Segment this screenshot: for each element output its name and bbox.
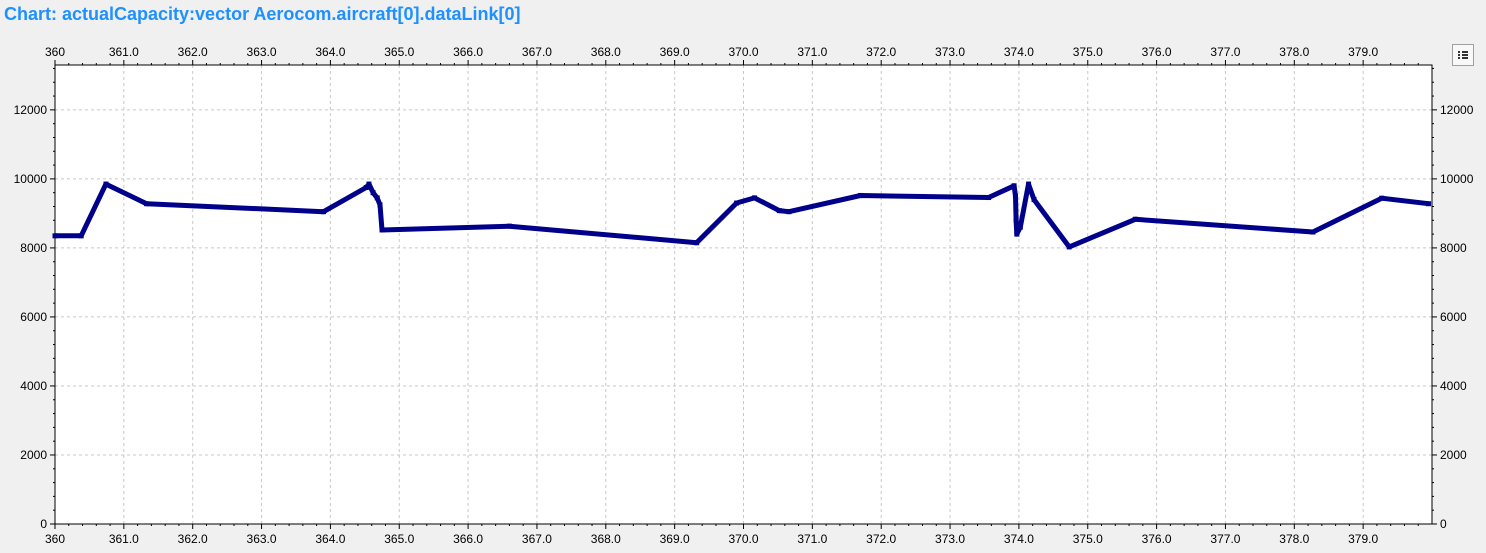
legend-list-icon xyxy=(1458,51,1468,59)
x-tick-label-bottom: 368.0 xyxy=(591,532,621,546)
data-point xyxy=(1014,231,1020,237)
data-point xyxy=(103,181,109,187)
legend-toggle-button[interactable] xyxy=(1452,44,1474,66)
x-tick-label-bottom: 360 xyxy=(45,532,65,546)
x-tick-label-top: 364.0 xyxy=(315,45,345,59)
x-tick-label-top: 362.0 xyxy=(178,45,208,59)
data-point xyxy=(144,201,150,207)
data-point xyxy=(366,181,372,187)
x-tick-label-bottom: 378.0 xyxy=(1279,532,1309,546)
data-point xyxy=(1017,224,1023,230)
data-point xyxy=(858,192,864,198)
series-layer xyxy=(52,181,1432,250)
data-point xyxy=(1066,244,1072,250)
y-tick-label-left: 6000 xyxy=(20,310,47,324)
x-tick-label-top: 378.0 xyxy=(1279,45,1309,59)
x-tick-label-bottom: 362.0 xyxy=(178,532,208,546)
x-tick-label-top: 369.0 xyxy=(660,45,690,59)
data-point xyxy=(1379,195,1385,201)
y-tick-label-right: 0 xyxy=(1440,517,1447,531)
x-tick-label-bottom: 377.0 xyxy=(1210,532,1240,546)
x-tick-label-bottom: 375.0 xyxy=(1073,532,1103,546)
x-tick-label-top: 371.0 xyxy=(797,45,827,59)
x-tick-label-top: 363.0 xyxy=(247,45,277,59)
x-tick-label-top: 365.0 xyxy=(384,45,414,59)
data-point xyxy=(986,195,992,201)
y-tick-label-left: 8000 xyxy=(20,241,47,255)
x-tick-label-bottom: 365.0 xyxy=(384,532,414,546)
data-point xyxy=(776,208,782,214)
x-tick-label-top: 376.0 xyxy=(1142,45,1172,59)
x-tick-label-bottom: 372.0 xyxy=(866,532,896,546)
data-point xyxy=(506,223,512,229)
data-point xyxy=(1012,193,1018,199)
x-tick-label-top: 370.0 xyxy=(728,45,758,59)
x-tick-label-bottom: 379.0 xyxy=(1348,532,1378,546)
data-point xyxy=(1310,229,1316,235)
data-point xyxy=(734,200,740,206)
x-tick-label-bottom: 361.0 xyxy=(109,532,139,546)
grid-lines xyxy=(55,65,1432,524)
x-tick-label-bottom: 376.0 xyxy=(1142,532,1172,546)
y-tick-label-right: 2000 xyxy=(1440,448,1467,462)
y-tick-label-right: 12000 xyxy=(1440,103,1474,117)
x-tick-label-top: 368.0 xyxy=(591,45,621,59)
x-tick-label-bottom: 374.0 xyxy=(1004,532,1034,546)
data-point xyxy=(377,202,383,208)
y-tick-label-left: 0 xyxy=(40,517,47,531)
y-tick-label-right: 4000 xyxy=(1440,379,1467,393)
x-tick-label-top: 361.0 xyxy=(109,45,139,59)
x-tick-label-top: 367.0 xyxy=(522,45,552,59)
x-tick-label-bottom: 369.0 xyxy=(660,532,690,546)
data-point xyxy=(1011,183,1017,189)
data-point xyxy=(1426,201,1432,207)
y-tick-label-right: 10000 xyxy=(1440,172,1474,186)
x-tick-label-bottom: 370.0 xyxy=(728,532,758,546)
data-point xyxy=(363,185,369,191)
x-tick-label-bottom: 363.0 xyxy=(247,532,277,546)
y-tick-label-left: 12000 xyxy=(14,103,48,117)
x-tick-label-top: 379.0 xyxy=(1348,45,1378,59)
data-point xyxy=(1013,217,1019,223)
y-tick-label-right: 6000 xyxy=(1440,310,1467,324)
x-tick-label-bottom: 366.0 xyxy=(453,532,483,546)
x-tick-label-bottom: 371.0 xyxy=(797,532,827,546)
data-point xyxy=(752,195,758,201)
y-tick-label-left: 10000 xyxy=(14,172,48,186)
x-tick-label-bottom: 373.0 xyxy=(935,532,965,546)
x-tick-label-bottom: 364.0 xyxy=(315,532,345,546)
chart-title: Chart: actualCapacity:vector Aerocom.air… xyxy=(4,4,521,24)
data-point xyxy=(78,233,84,239)
y-tick-label-left: 4000 xyxy=(20,379,47,393)
data-point xyxy=(694,240,700,246)
x-tick-label-top: 375.0 xyxy=(1073,45,1103,59)
y-tick-label-right: 8000 xyxy=(1440,241,1467,255)
y-tick-label-left: 2000 xyxy=(20,448,47,462)
axes: 360 360 361.0 361.0 362.0 362.0 363.0 363.0 364.… xyxy=(14,45,1474,546)
data-point xyxy=(1132,216,1138,222)
x-tick-label-top: 373.0 xyxy=(935,45,965,59)
data-point xyxy=(786,209,792,215)
x-tick-label-top: 360 xyxy=(45,45,65,59)
x-tick-label-top: 372.0 xyxy=(866,45,896,59)
data-point xyxy=(52,233,58,239)
x-tick-label-top: 366.0 xyxy=(453,45,483,59)
data-point xyxy=(1026,181,1032,187)
data-point xyxy=(374,195,380,201)
data-point xyxy=(370,190,376,196)
data-point xyxy=(321,209,327,215)
x-tick-label-top: 377.0 xyxy=(1210,45,1240,59)
x-tick-label-bottom: 367.0 xyxy=(522,532,552,546)
x-tick-label-top: 374.0 xyxy=(1004,45,1034,59)
data-point xyxy=(1031,197,1037,203)
data-point xyxy=(379,227,385,233)
